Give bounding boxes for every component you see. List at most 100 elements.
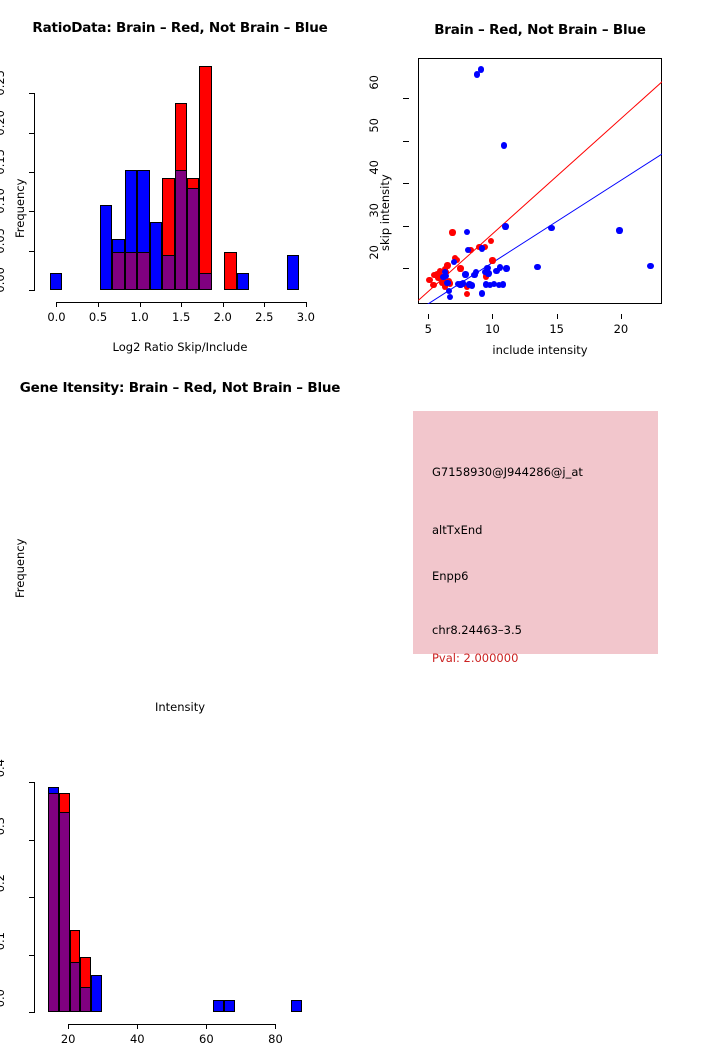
scatter-point	[477, 66, 485, 73]
ratio-histogram-title: RatioData: Brain – Red, Not Brain – Blue	[32, 20, 328, 36]
scatter-clip	[418, 58, 662, 304]
scatter-point	[459, 280, 467, 287]
gene-info-line: G7158930@J944286@j_at	[432, 465, 583, 479]
histogram-bar	[99, 205, 113, 290]
y-axis-tick	[29, 172, 35, 174]
scatter-point	[485, 270, 492, 277]
scatter-point	[489, 257, 496, 264]
x-axis-tick	[56, 302, 58, 307]
ratio-histogram-plot-area: 0.0 0.5 1.0 1.5 2.0 2.5 3.0 0.00 0.05 0.10 0.15 0.2…	[0, 0, 360, 360]
x-axis-tick	[305, 302, 307, 307]
scatter-point	[471, 271, 478, 279]
y-axis-tick	[29, 93, 35, 95]
histogram-bar-overlap	[137, 252, 150, 290]
scatter-point	[481, 268, 488, 276]
scatter-point	[440, 277, 447, 284]
gene-histogram-title: Gene Itensity: Brain – Red, Not Brain – …	[19, 380, 341, 396]
y-axis-tick-label: 0.05	[0, 227, 7, 254]
x-axis-tick-label: 20	[613, 322, 629, 336]
y-axis-tick-label: 0.4	[0, 759, 7, 778]
panel-gene-info: G7158930@J944286@j_at altTxEnd Enpp6 chr8.2…	[413, 411, 658, 665]
x-axis-tick	[275, 1024, 277, 1029]
scatter-point	[457, 265, 464, 272]
x-axis-tick	[139, 302, 141, 307]
y-axis-tick	[29, 1012, 35, 1013]
scatter-point	[499, 281, 506, 288]
scatter-point	[449, 229, 456, 236]
scatter-point	[495, 281, 503, 289]
histogram-bar	[90, 974, 102, 1012]
scatter-point	[468, 282, 476, 289]
y-axis-tick-label: 60	[367, 75, 381, 90]
scatter-point	[464, 246, 472, 253]
scatter-point	[439, 280, 446, 287]
x-axis-tick	[222, 302, 224, 307]
scatter-point	[548, 224, 555, 232]
histogram-bar	[149, 221, 163, 290]
gene-info-line: chr8.24463–3.5	[432, 623, 522, 637]
y-axis-tick	[29, 211, 35, 213]
x-axis-tick-label: 20	[60, 1032, 76, 1046]
y-axis-tick-label: 30	[367, 202, 381, 218]
y-axis-tick	[29, 897, 35, 898]
scatter-point	[482, 281, 490, 288]
scatter-point	[441, 268, 449, 275]
x-axis-tick	[137, 1024, 139, 1029]
y-axis-line	[34, 93, 35, 290]
x-axis-tick-label: 80	[268, 1032, 283, 1046]
x-axis-tick	[181, 302, 183, 307]
x-axis-tick	[620, 314, 622, 319]
x-axis-tick-label: 0.0	[47, 310, 66, 324]
scatter-point	[450, 258, 458, 266]
y-axis-tick-label: 40	[367, 160, 381, 175]
scatter-x-axis-label: include intensity	[492, 343, 588, 357]
scatter-point	[502, 223, 509, 230]
x-axis-tick-label: 1.0	[130, 310, 149, 324]
x-axis-tick	[206, 1024, 208, 1029]
gene-histogram-x-axis-label: Intensity	[154, 700, 206, 714]
y-axis-tick-label: 0.3	[0, 816, 7, 835]
y-axis-tick-label: 0.25	[0, 70, 7, 97]
x-axis-tick	[492, 314, 494, 319]
panel-gene-intensity-histogram: Gene Itensity: Brain – Red, Not Brain – …	[0, 360, 360, 1046]
scatter-point	[430, 281, 437, 289]
x-axis-tick	[98, 302, 100, 307]
scatter-point	[500, 142, 508, 149]
y-axis-tick	[29, 954, 35, 956]
scatter-point	[444, 280, 451, 287]
x-axis-tick-label: 10	[485, 322, 500, 336]
histogram-bar-overlap	[124, 252, 138, 290]
histogram-bar-overlap	[69, 961, 81, 1012]
y-axis-tick	[403, 140, 409, 142]
scatter-point	[473, 71, 481, 78]
scatter-point	[446, 294, 454, 301]
gene-info-line-list: G7158930@J944286@j_at altTxEnd Enpp6 chr8.2…	[413, 411, 658, 665]
ratio-histogram-x-axis-label: Log2 Ratio Skip/Include	[112, 340, 248, 354]
scatter-point	[444, 262, 451, 269]
scatter-point	[436, 267, 444, 275]
y-axis-tick	[29, 839, 35, 841]
histogram-bar-overlap	[112, 252, 125, 290]
gene-info-line: Pval: 2.000000	[432, 651, 519, 665]
panel-intensity-scatter: Brain – Red, Not Brain – Blue skip inten…	[360, 0, 720, 360]
y-axis-tick-label: 0.10	[0, 188, 7, 214]
y-axis-tick-label: 0.2	[0, 874, 7, 893]
y-axis-tick	[29, 250, 35, 252]
x-axis-tick	[428, 314, 430, 319]
histogram-bar	[236, 272, 250, 290]
y-axis-tick	[29, 290, 35, 291]
histogram-bar-overlap	[80, 987, 91, 1012]
x-axis-tick-label: 60	[199, 1032, 214, 1046]
histogram-bar-overlap	[186, 187, 200, 290]
y-axis-tick-label: 0.1	[0, 931, 7, 950]
scatter-point	[488, 238, 495, 245]
y-axis-tick-label: 0.20	[0, 109, 7, 136]
plot-frame	[418, 58, 662, 304]
histogram-bar-overlap	[58, 811, 70, 1012]
x-axis-tick-label: 2.0	[213, 310, 232, 324]
histogram-bar	[291, 999, 302, 1012]
y-axis-tick	[29, 782, 35, 783]
scatter-point	[472, 268, 479, 276]
x-axis-tick	[556, 314, 558, 319]
scatter-plot-area: 5 10 15 20 20 30 40 50 60	[360, 0, 720, 360]
